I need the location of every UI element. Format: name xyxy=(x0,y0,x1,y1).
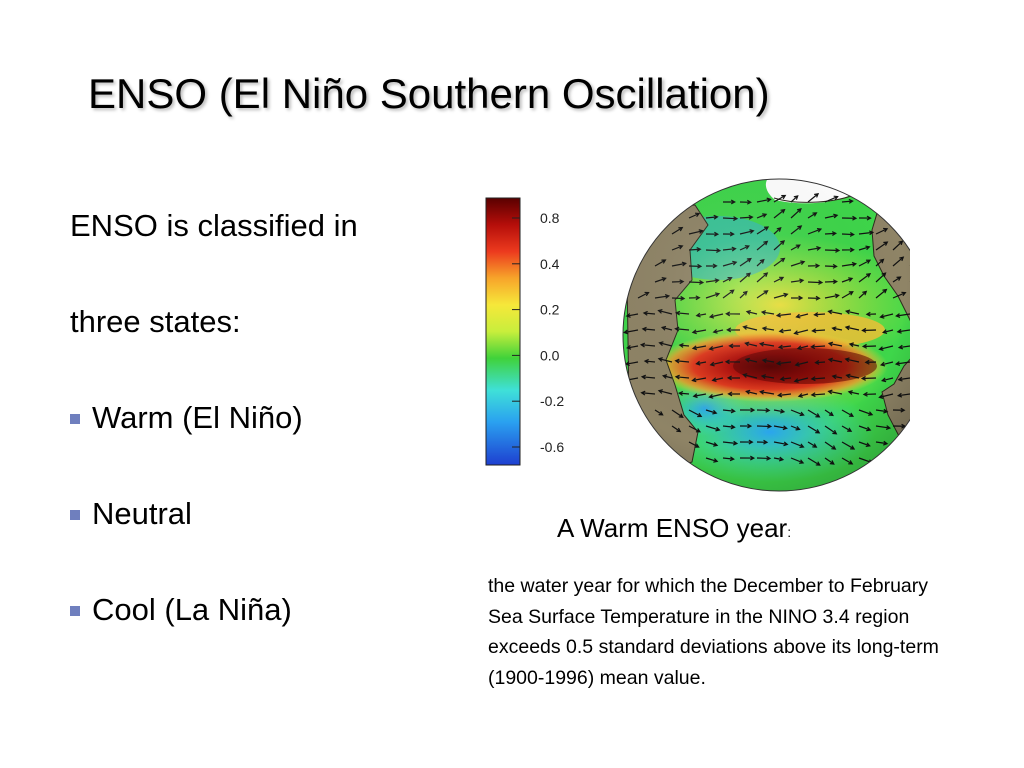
state-item-neutral: Neutral xyxy=(70,496,192,532)
globe-shading xyxy=(623,179,910,491)
state-item-cool: Cool (La Niña) xyxy=(70,592,292,628)
square-bullet-icon xyxy=(70,414,80,424)
warm-year-definition: the water year for which the December to… xyxy=(488,575,939,689)
state-label-warm: Warm (El Niño) xyxy=(92,400,303,435)
intro-line-2: three states: xyxy=(70,304,241,339)
slide-title: ENSO (El Niño Southern Oscillation) xyxy=(88,70,770,117)
globe-map xyxy=(623,179,910,491)
sst-anomaly-figure: 0.8 0.4 0.2 0.0 -0.2 -0.6 xyxy=(485,178,910,492)
colorbar-tick-label: 0.0 xyxy=(540,347,560,363)
figure-caption: A Warm ENSO year: xyxy=(557,513,791,544)
colorbar-ticks: 0.8 0.4 0.2 0.0 -0.2 -0.6 xyxy=(512,210,564,455)
colorbar-tick-label: -0.2 xyxy=(540,393,564,409)
colorbar-tick-label: 0.8 xyxy=(540,210,560,226)
colorbar-tick-label: -0.6 xyxy=(540,439,564,455)
state-item-warm: Warm (El Niño) xyxy=(70,400,303,436)
square-bullet-icon xyxy=(70,606,80,616)
square-bullet-icon xyxy=(70,510,80,520)
intro-line-1: ENSO is classified in xyxy=(70,208,358,243)
globe-outline xyxy=(622,178,910,492)
figure-caption-colon: : xyxy=(787,524,792,540)
figure-caption-text: A Warm ENSO year xyxy=(557,513,788,543)
colorbar-tick-label: 0.4 xyxy=(540,256,560,272)
colorbar-tick-label: 0.2 xyxy=(540,302,560,318)
state-label-cool: Cool (La Niña) xyxy=(92,592,292,627)
state-label-neutral: Neutral xyxy=(92,496,192,531)
colorbar xyxy=(485,197,521,466)
